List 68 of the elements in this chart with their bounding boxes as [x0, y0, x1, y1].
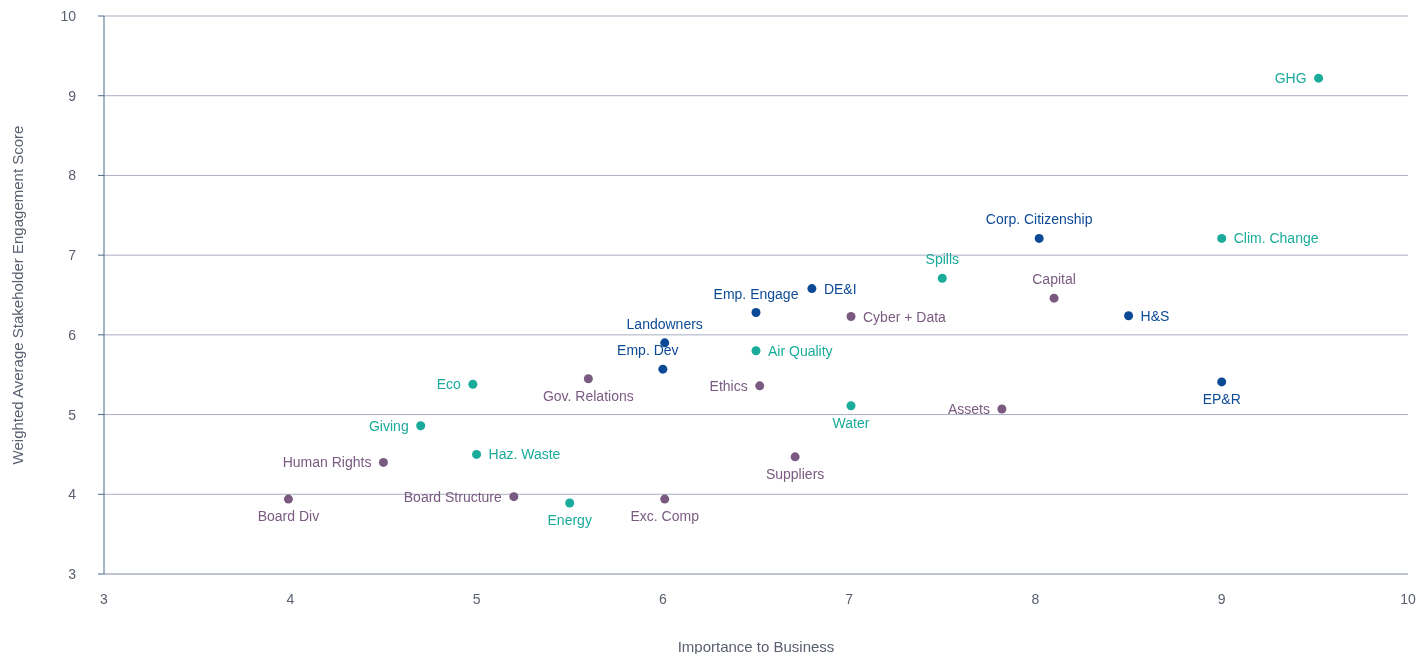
point	[1124, 311, 1134, 321]
point	[660, 494, 670, 504]
point	[1217, 377, 1227, 387]
annotation: Water	[832, 414, 870, 431]
point	[416, 421, 426, 431]
annotation: EP&R	[1202, 390, 1241, 407]
annotation: Air Quality	[768, 342, 833, 359]
annotation: Spills	[925, 251, 960, 268]
point	[472, 449, 482, 459]
annotation: Capital	[1032, 271, 1076, 288]
y-tick-label: 4	[68, 486, 77, 503]
annotation: Haz. Waste	[488, 446, 561, 463]
x-tick-label: 5	[472, 590, 481, 607]
x-tick-label: 6	[658, 590, 667, 607]
point	[509, 492, 519, 502]
y-tick-label: 8	[68, 167, 77, 184]
annotation: Ethics	[709, 377, 748, 394]
point	[1314, 73, 1324, 83]
annotation: H&S	[1140, 307, 1170, 324]
annotation: Giving	[369, 417, 409, 434]
point	[751, 308, 761, 318]
annotation: Eco	[436, 376, 462, 393]
annotation: Emp. Engage	[713, 285, 799, 302]
annotation: Energy	[547, 512, 592, 529]
point	[846, 312, 856, 322]
annotation: Assets	[947, 400, 990, 417]
annotation: Landowners	[626, 315, 703, 332]
point	[755, 381, 765, 391]
x-tick-label: 4	[286, 590, 295, 607]
annotation: Gov. Relations	[542, 387, 634, 404]
point	[565, 498, 575, 508]
annotation: Exc. Comp	[630, 508, 700, 525]
y-axis-title: Weighted Average Stakeholder Engagement Score	[9, 125, 27, 465]
annotation: Board Structure	[403, 488, 503, 505]
point	[378, 457, 388, 467]
x-tick-label: 10	[1400, 590, 1416, 607]
y-tick-label: 9	[68, 87, 77, 104]
annotation: Board Div	[257, 508, 320, 525]
annotation: Cyber + Data	[863, 308, 947, 325]
annotation: Clim. Change	[1233, 230, 1319, 247]
y-tick-label: 3	[68, 565, 77, 582]
point	[807, 284, 817, 294]
point	[283, 494, 293, 504]
point	[1217, 233, 1227, 243]
annotation: GHG	[1274, 70, 1307, 87]
x-tick-label: 8	[1031, 590, 1040, 607]
annotation: Human Rights	[282, 454, 372, 471]
annotation: Corp. Citizenship	[985, 211, 1093, 228]
x-tick-label: 7	[845, 590, 854, 607]
x-tick-label: 9	[1217, 590, 1226, 607]
annotation: DE&I	[823, 280, 857, 297]
y-tick-label: 7	[68, 247, 77, 264]
point	[1049, 293, 1059, 303]
point	[937, 273, 947, 283]
y-tick-label: 6	[68, 326, 77, 343]
point	[790, 452, 800, 462]
point	[846, 401, 856, 411]
point	[583, 374, 593, 384]
annotation: Emp. Dev	[617, 342, 679, 359]
point	[751, 346, 761, 356]
y-tick-label: 10	[60, 7, 77, 24]
x-tick-label: 3	[100, 590, 109, 607]
y-tick-label: 5	[68, 406, 77, 423]
point	[1034, 233, 1044, 243]
point	[997, 404, 1007, 414]
annotation: Suppliers	[765, 465, 825, 482]
point	[658, 364, 668, 374]
point	[468, 379, 478, 389]
